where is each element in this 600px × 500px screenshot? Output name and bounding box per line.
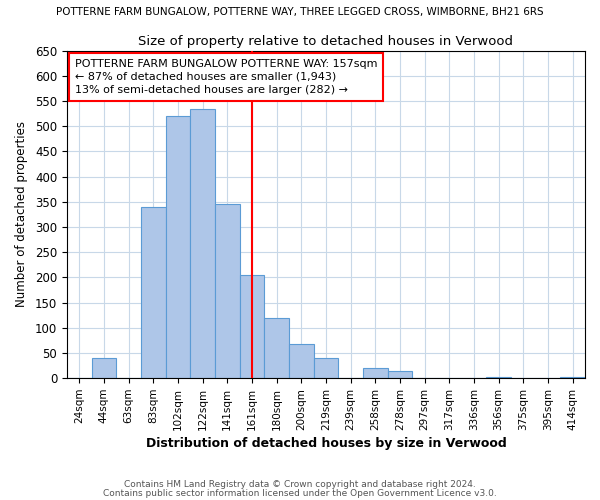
- Bar: [388, 370, 412, 378]
- Text: Contains public sector information licensed under the Open Government Licence v3: Contains public sector information licen…: [103, 488, 497, 498]
- Bar: [560, 376, 585, 378]
- X-axis label: Distribution of detached houses by size in Verwood: Distribution of detached houses by size …: [146, 437, 506, 450]
- Bar: [487, 376, 511, 378]
- Text: Contains HM Land Registry data © Crown copyright and database right 2024.: Contains HM Land Registry data © Crown c…: [124, 480, 476, 489]
- Bar: [264, 318, 289, 378]
- Bar: [166, 116, 190, 378]
- Bar: [190, 108, 215, 378]
- Text: POTTERNE FARM BUNGALOW, POTTERNE WAY, THREE LEGGED CROSS, WIMBORNE, BH21 6RS: POTTERNE FARM BUNGALOW, POTTERNE WAY, TH…: [56, 8, 544, 18]
- Title: Size of property relative to detached houses in Verwood: Size of property relative to detached ho…: [139, 35, 514, 48]
- Bar: [215, 204, 239, 378]
- Bar: [314, 358, 338, 378]
- Bar: [92, 358, 116, 378]
- Bar: [239, 275, 264, 378]
- Bar: [141, 207, 166, 378]
- Text: POTTERNE FARM BUNGALOW POTTERNE WAY: 157sqm
← 87% of detached houses are smaller: POTTERNE FARM BUNGALOW POTTERNE WAY: 157…: [74, 58, 377, 95]
- Bar: [363, 368, 388, 378]
- Bar: [289, 344, 314, 378]
- Y-axis label: Number of detached properties: Number of detached properties: [15, 122, 28, 308]
